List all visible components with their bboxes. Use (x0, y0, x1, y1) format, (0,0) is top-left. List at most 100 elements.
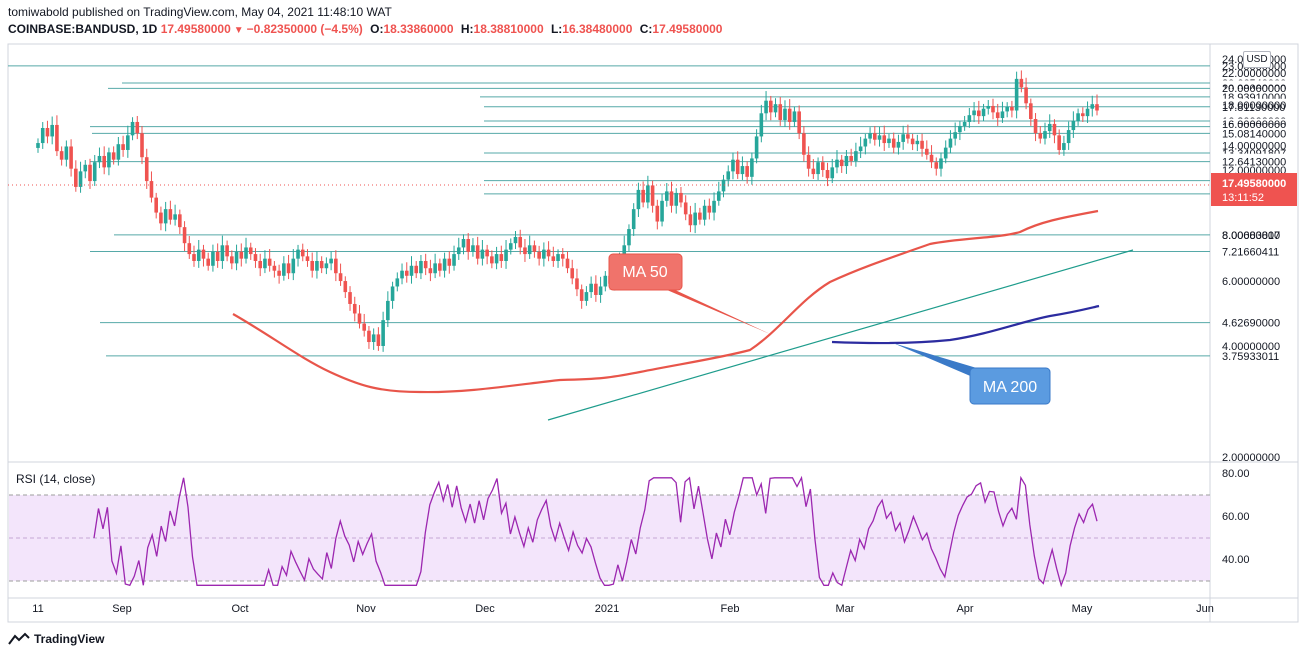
candle-body (348, 292, 352, 304)
candle-body (688, 214, 693, 226)
candle-body (286, 263, 291, 274)
candle-body (386, 300, 390, 321)
candle-body (230, 256, 234, 264)
rsi-band (9, 495, 1210, 581)
candle-body (977, 110, 981, 117)
candle-body (55, 124, 59, 152)
price-level-label: 4.62690000 (1222, 318, 1280, 330)
candle-body (712, 200, 716, 213)
candle-body (272, 265, 277, 271)
candle-body (107, 152, 111, 168)
candle-body (721, 179, 726, 192)
price-level-label: 8.00683817 (1222, 230, 1280, 242)
candle-body (135, 121, 140, 134)
candle-body (958, 125, 962, 133)
candle-body (357, 313, 362, 324)
price-tick-label: 22.00000000 (1222, 68, 1286, 80)
candle-body (1081, 113, 1085, 117)
candle-body (343, 281, 348, 293)
candle-body (745, 166, 749, 177)
candle-body (201, 249, 206, 259)
candle-body (159, 212, 163, 224)
candle-body (315, 260, 319, 271)
candle-body (835, 159, 839, 168)
candle-body (1090, 104, 1095, 109)
candle-body (622, 245, 627, 261)
candle-body (475, 245, 480, 259)
candle-body (1014, 78, 1019, 111)
time-tick-label: Apr (956, 603, 973, 615)
candle-body (1010, 106, 1014, 111)
candle-body (650, 185, 655, 206)
candle-body (494, 254, 499, 264)
candle-body (863, 138, 868, 147)
candle-body (499, 254, 504, 261)
ma200-callout-text: MA 200 (983, 379, 1037, 396)
candle-body (485, 249, 489, 257)
candle-body (631, 209, 636, 230)
candle-body (523, 247, 527, 255)
candle-body (367, 330, 371, 343)
rsi-tick-60: 60.00 (1222, 511, 1250, 523)
candle-body (239, 251, 244, 259)
candle-body (173, 214, 177, 220)
candle-body (192, 254, 196, 261)
price-level-badge-bg (1211, 98, 1297, 115)
ma200-callout-pointer (893, 343, 990, 378)
candle-body (683, 202, 688, 215)
candle-body (934, 162, 939, 169)
candle-body (390, 286, 395, 301)
time-tick-label: 2021 (595, 603, 619, 615)
candle-body (868, 133, 872, 139)
candle-body (310, 260, 315, 271)
candle-body (939, 158, 943, 169)
ma200-line (831, 304, 1100, 345)
candle-body (414, 265, 419, 274)
price-tick-label: 2.00000000 (1222, 452, 1280, 464)
candle-body (627, 229, 631, 246)
candle-body (428, 268, 433, 274)
candle-body (215, 251, 220, 261)
price-level-label: 7.21660411 (1222, 246, 1279, 258)
brand-name: TradingView (34, 632, 105, 646)
candle-body (187, 243, 192, 255)
candle-body (40, 127, 45, 144)
price-badge-value: 17.49580000 (1222, 178, 1286, 190)
price-level-badge-bg (1211, 125, 1297, 142)
candle-body (693, 212, 697, 226)
candle-body (1052, 123, 1057, 136)
candle-body (291, 258, 296, 274)
price-tick-label: 6.00000000 (1222, 276, 1280, 288)
candle-body (74, 168, 78, 187)
candle-body (816, 162, 820, 175)
candle-body (560, 254, 565, 259)
candle-body (400, 270, 404, 279)
tradingview-logo-icon (8, 632, 30, 645)
candle-body (140, 133, 144, 158)
candle-body (906, 134, 910, 139)
candle-body (991, 105, 995, 113)
price-change: −0.82350000 (−4.5%) (246, 22, 363, 36)
candle-body (589, 283, 593, 293)
candle-body (872, 133, 877, 140)
currency-badge[interactable]: USD (1243, 51, 1271, 68)
ascending-trendline[interactable] (547, 249, 1134, 421)
time-axis-ticks: 11 Sep Oct Nov Dec 2021 Feb Mar Apr May Jun (32, 603, 1214, 615)
candle-body (754, 136, 759, 159)
candle-body (820, 162, 825, 171)
rsi-tick-40: 40.00 (1222, 554, 1250, 566)
candle-body (910, 138, 915, 145)
published-line: tomiwabold published on TradingView.com,… (8, 5, 392, 19)
candle-body (768, 100, 773, 113)
candle-body (735, 159, 740, 175)
candle-body (234, 251, 239, 264)
symbol-label[interactable]: COINBASE:BANDUSD, 1D (8, 22, 158, 36)
candle-body (1076, 113, 1080, 121)
candle-body (915, 140, 920, 145)
candle-body (59, 151, 64, 160)
candle-body (1033, 119, 1038, 134)
ohlc-legend: COINBASE:BANDUSD, 1D 17.49580000 ▼ −0.8235… (8, 22, 722, 36)
candle-body (419, 260, 423, 274)
candle-body (305, 256, 310, 261)
